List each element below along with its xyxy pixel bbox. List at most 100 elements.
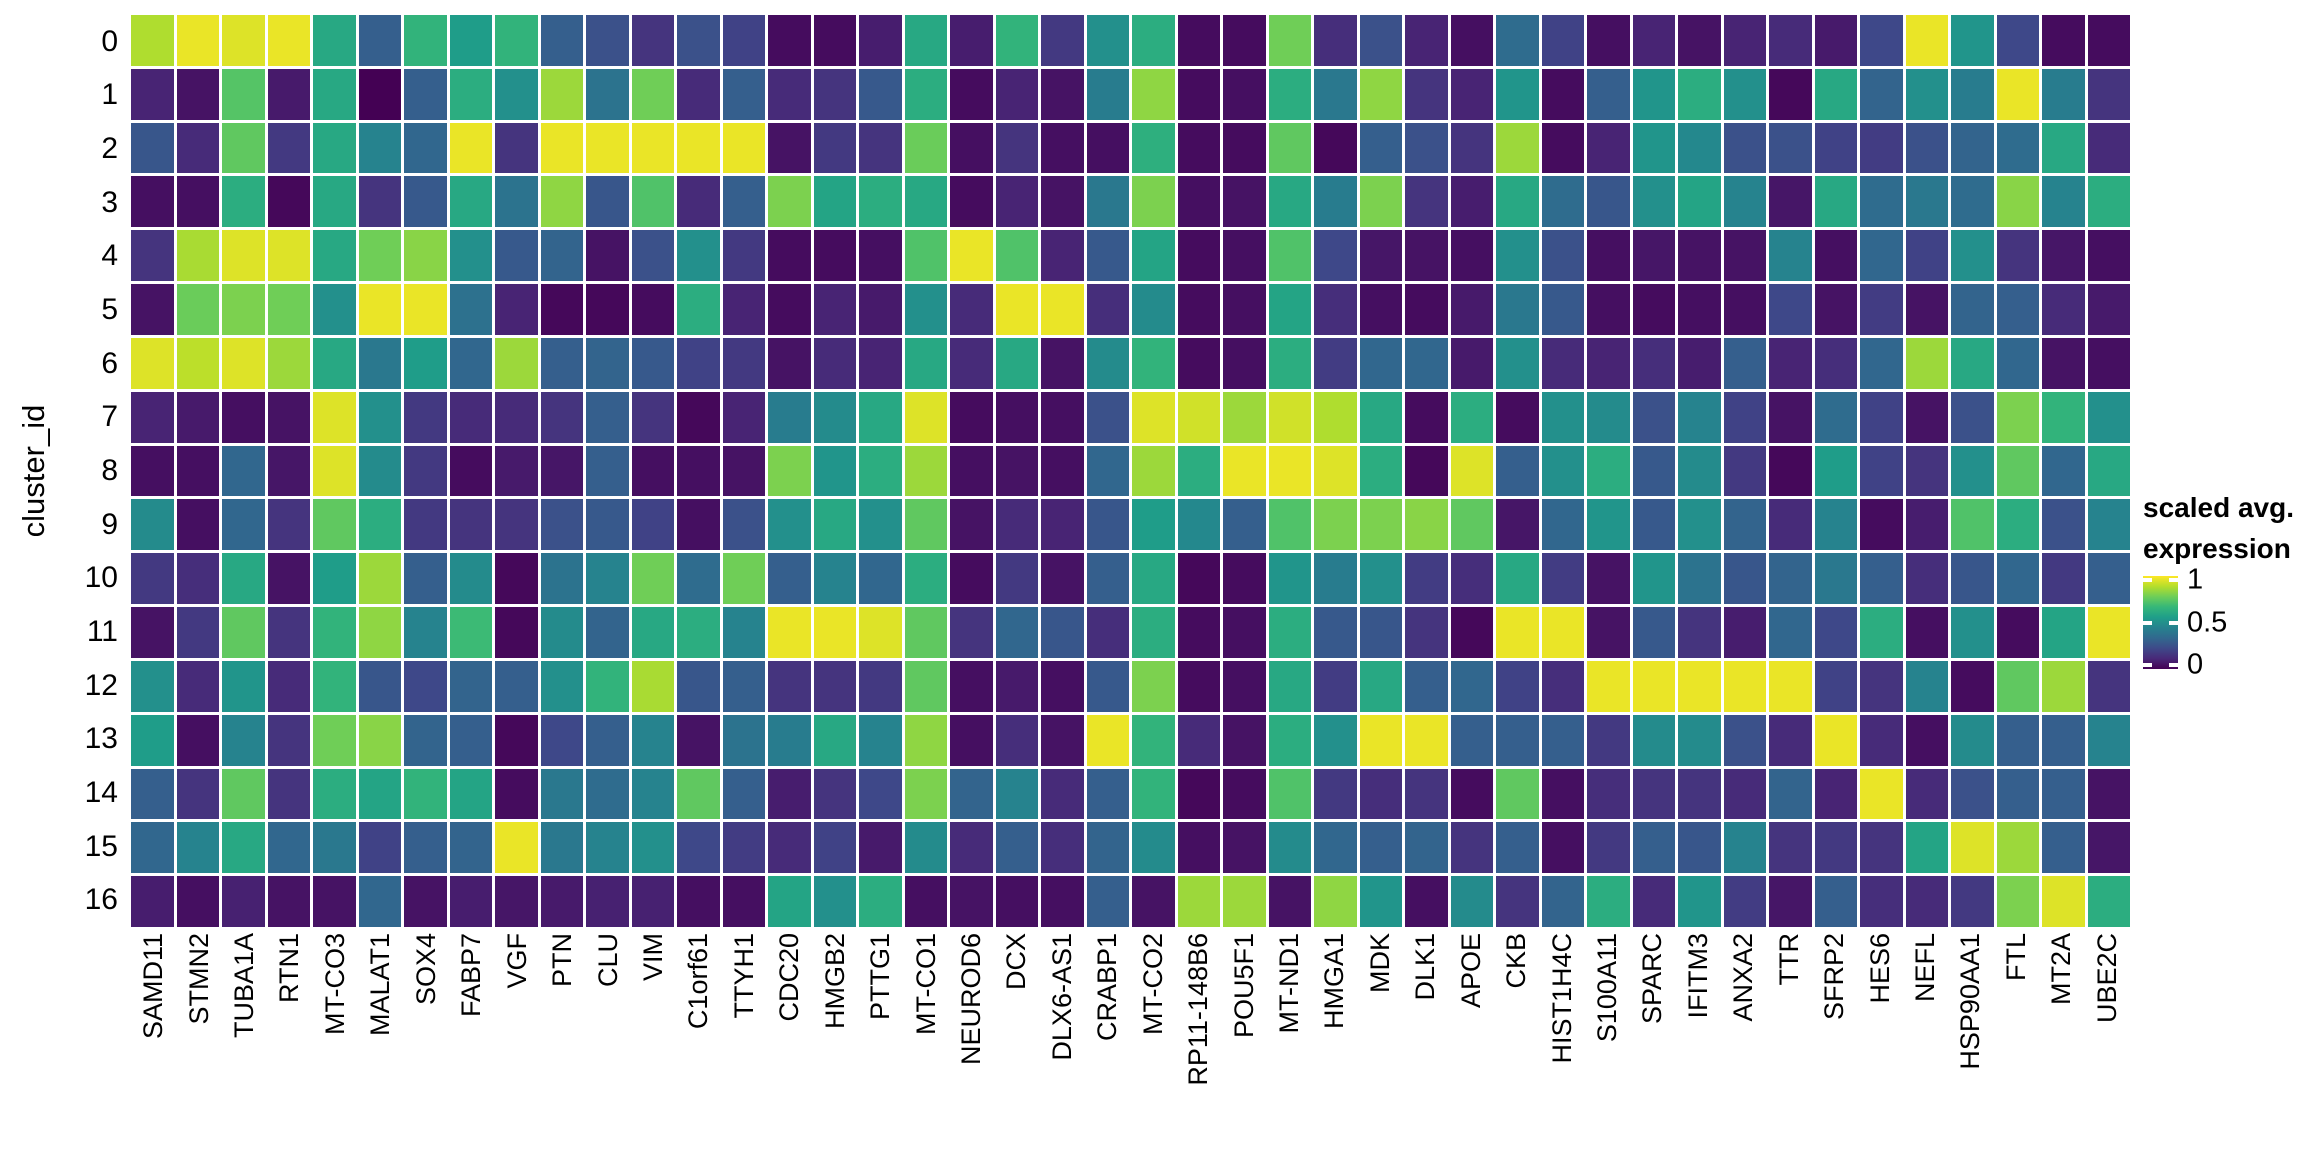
heatmap-cell bbox=[131, 660, 174, 712]
heatmap-cell bbox=[313, 122, 356, 174]
heatmap-cell bbox=[1177, 445, 1220, 497]
heatmap-cell bbox=[267, 391, 310, 443]
heatmap-cell bbox=[1678, 176, 1721, 228]
heatmap-cell bbox=[267, 499, 310, 551]
gene-label: HES6 bbox=[1864, 933, 1895, 1004]
heatmap-cell bbox=[813, 660, 856, 712]
gene-label: FABP7 bbox=[456, 933, 487, 1018]
gene-label: MDK bbox=[1364, 933, 1395, 993]
heatmap-cell bbox=[131, 391, 174, 443]
heatmap-cell bbox=[677, 822, 720, 874]
heatmap-cell bbox=[1132, 445, 1175, 497]
heatmap-cell bbox=[1041, 876, 1084, 927]
heatmap-cell bbox=[1541, 768, 1584, 820]
heatmap-cell bbox=[1359, 822, 1402, 874]
heatmap-cell bbox=[1678, 122, 1721, 174]
heatmap-cell bbox=[1587, 553, 1630, 605]
heatmap-cell bbox=[1996, 230, 2039, 282]
heatmap-cell bbox=[358, 714, 401, 766]
heatmap-cell bbox=[950, 391, 993, 443]
gene-label: NEUROD6 bbox=[955, 933, 986, 1066]
heatmap-cell bbox=[1314, 68, 1357, 120]
heatmap-cell bbox=[2087, 768, 2130, 820]
heatmap-cell bbox=[1132, 337, 1175, 389]
heatmap-cell bbox=[1723, 714, 1766, 766]
heatmap-cell bbox=[1769, 660, 1812, 712]
heatmap-cell bbox=[1769, 176, 1812, 228]
heatmap-cell bbox=[1951, 499, 1994, 551]
heatmap-cell bbox=[1405, 122, 1448, 174]
heatmap-cell bbox=[1905, 660, 1948, 712]
heatmap-cell bbox=[1177, 822, 1220, 874]
heatmap-cell bbox=[1723, 68, 1766, 120]
heatmap-cell bbox=[449, 499, 492, 551]
heatmap-cell bbox=[1314, 122, 1357, 174]
heatmap-cell bbox=[1541, 660, 1584, 712]
heatmap-cell bbox=[449, 660, 492, 712]
heatmap-cell bbox=[1177, 553, 1220, 605]
heatmap-cell bbox=[1268, 391, 1311, 443]
gene-label: TTR bbox=[1773, 933, 1804, 986]
heatmap-cell bbox=[1951, 230, 1994, 282]
heatmap-cell bbox=[904, 337, 947, 389]
heatmap-cell bbox=[1541, 68, 1584, 120]
heatmap-cell bbox=[1769, 714, 1812, 766]
heatmap-cell bbox=[1905, 284, 1948, 335]
heatmap-cell bbox=[859, 876, 902, 927]
heatmap-cell bbox=[1223, 607, 1266, 658]
heatmap-cell bbox=[267, 553, 310, 605]
heatmap-cell bbox=[859, 607, 902, 658]
heatmap-cell bbox=[1086, 391, 1129, 443]
heatmap-cell bbox=[1769, 822, 1812, 874]
gene-label: HMGA1 bbox=[1319, 933, 1350, 1030]
gene-label: ANXA2 bbox=[1728, 933, 1759, 1022]
heatmap-cell bbox=[1632, 337, 1675, 389]
heatmap-cell bbox=[1632, 230, 1675, 282]
heatmap-cell bbox=[586, 176, 629, 228]
heatmap-cell bbox=[1314, 391, 1357, 443]
heatmap-cell bbox=[1450, 176, 1493, 228]
heatmap-cell bbox=[1587, 499, 1630, 551]
heatmap-cell bbox=[1860, 822, 1903, 874]
heatmap-cell bbox=[1359, 122, 1402, 174]
heatmap-cell bbox=[1132, 176, 1175, 228]
gene-label: RP11-148B6 bbox=[1183, 933, 1214, 1086]
heatmap-cell bbox=[2087, 876, 2130, 927]
heatmap-cell bbox=[677, 337, 720, 389]
heatmap-cell bbox=[677, 391, 720, 443]
heatmap-cell bbox=[1450, 391, 1493, 443]
heatmap-cell bbox=[1814, 660, 1857, 712]
heatmap-cell bbox=[768, 391, 811, 443]
heatmap-cell bbox=[768, 122, 811, 174]
heatmap-cell bbox=[1177, 15, 1220, 66]
heatmap-cell bbox=[2087, 68, 2130, 120]
heatmap-cell bbox=[313, 714, 356, 766]
gene-label: MT-ND1 bbox=[1273, 933, 1304, 1034]
heatmap-cell bbox=[859, 68, 902, 120]
heatmap-cell bbox=[1041, 15, 1084, 66]
heatmap-cell bbox=[1723, 445, 1766, 497]
heatmap-cell bbox=[631, 176, 674, 228]
heatmap-cell bbox=[2042, 230, 2085, 282]
heatmap-cell bbox=[1541, 284, 1584, 335]
heatmap-cell bbox=[1223, 15, 1266, 66]
heatmap-cell bbox=[1086, 337, 1129, 389]
heatmap-cell bbox=[449, 284, 492, 335]
heatmap-cell bbox=[1496, 337, 1539, 389]
heatmap-cell bbox=[859, 284, 902, 335]
heatmap-cell bbox=[1359, 660, 1402, 712]
cluster-id-label: 2 bbox=[101, 132, 118, 166]
heatmap-cell bbox=[313, 68, 356, 120]
heatmap-cell bbox=[449, 714, 492, 766]
gene-label: HIST1H4C bbox=[1546, 933, 1577, 1064]
heatmap-cell bbox=[1723, 391, 1766, 443]
heatmap-cell bbox=[859, 230, 902, 282]
heatmap-cell bbox=[1132, 391, 1175, 443]
heatmap-cell bbox=[1814, 15, 1857, 66]
heatmap-cell bbox=[1860, 876, 1903, 927]
heatmap-cell bbox=[813, 284, 856, 335]
legend-tick-mark bbox=[2143, 621, 2152, 625]
heatmap-cell bbox=[1905, 714, 1948, 766]
heatmap-cell bbox=[222, 176, 265, 228]
